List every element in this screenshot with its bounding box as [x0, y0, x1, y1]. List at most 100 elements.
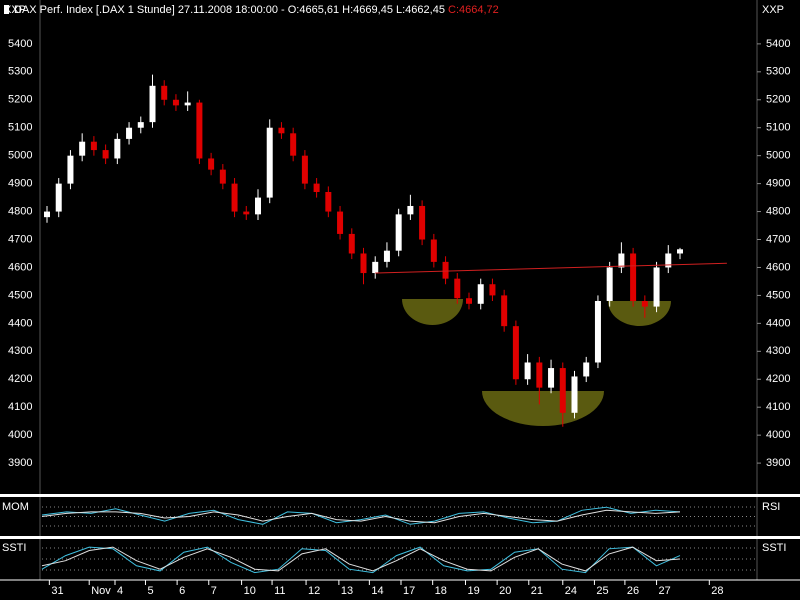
candle-body [102, 150, 109, 159]
x-tick-label: Nov [91, 585, 111, 597]
y-tick-label: 4200 [8, 373, 32, 385]
header-icon [4, 5, 9, 14]
indicator-line [41, 506, 681, 525]
y-tick-label: 4400 [8, 317, 32, 329]
x-tick-label: 20 [499, 585, 511, 597]
y-tick-label: 5200 [766, 94, 790, 106]
candle-body [489, 284, 496, 296]
x-tick-label: 14 [371, 585, 383, 597]
candle-body [559, 368, 566, 413]
y-tick-label: 4800 [8, 205, 32, 217]
x-tick-label: 5 [147, 585, 153, 597]
candle-body [301, 155, 308, 184]
candle-body [360, 253, 367, 274]
candle-body [44, 211, 50, 218]
y-tick-label: 5000 [8, 150, 32, 162]
candle-body [618, 253, 625, 268]
candle-body [477, 284, 484, 304]
x-tick-label: 10 [244, 585, 256, 597]
y-tick-label: 4200 [766, 373, 790, 385]
candle-body [407, 205, 414, 215]
y-tick-label: 5400 [8, 38, 32, 50]
pattern-bowl [608, 301, 671, 326]
candle-body [677, 249, 683, 254]
x-tick-label: 12 [308, 585, 320, 597]
x-tick-label: 21 [531, 585, 543, 597]
panel-separator [0, 494, 800, 497]
x-tick-label: 7 [211, 585, 217, 597]
candle-body [430, 239, 437, 262]
x-tick-label: 31 [51, 585, 63, 597]
indicator-label: RSI [762, 501, 780, 513]
candle-body [278, 127, 285, 134]
candle-body [79, 141, 86, 156]
y-tick-label: 5200 [8, 94, 32, 106]
x-tick-label: 13 [341, 585, 353, 597]
x-tick-label: 6 [179, 585, 185, 597]
y-tick-label: 5100 [8, 122, 32, 134]
indicator-label: MOM [2, 501, 29, 513]
y-tick-label: 4400 [766, 317, 790, 329]
chart-title: DAX Perf. Index [.DAX 1 Stunde] 27.11.20… [14, 4, 499, 16]
candle-body [548, 368, 555, 388]
trendline [375, 262, 727, 274]
close-label: C:4664,72 [448, 4, 499, 16]
candle-body [583, 362, 590, 377]
candle-body [466, 298, 472, 304]
y-tick-label: 4600 [766, 261, 790, 273]
candle-body [419, 205, 426, 240]
title-text: DAX Perf. Index [.DAX 1 Stunde] 27.11.20… [14, 4, 445, 16]
scale-label-right: XXP [762, 4, 784, 16]
candle-body [196, 102, 203, 159]
candle-body [149, 85, 156, 123]
candle-body [231, 183, 238, 212]
y-tick-label: 4000 [766, 429, 790, 441]
candle-body [348, 233, 355, 254]
y-tick-label: 3900 [766, 457, 790, 469]
candle-body [137, 122, 144, 128]
y-tick-label: 4300 [8, 345, 32, 357]
candle-body [630, 253, 637, 301]
candle-body [442, 261, 449, 279]
indicator-line [41, 546, 681, 574]
x-tick-label: 28 [711, 585, 723, 597]
y-tick-label: 5300 [766, 66, 790, 78]
y-tick-label: 4600 [8, 261, 32, 273]
candle-body [255, 197, 261, 215]
candle-body [372, 261, 379, 274]
candle-body [266, 127, 273, 198]
candle-body [395, 214, 402, 251]
y-tick-label: 4000 [8, 429, 32, 441]
y-tick-label: 4700 [766, 233, 790, 245]
candle-body [536, 362, 543, 388]
indicator-line [41, 509, 681, 524]
y-tick-label: 3900 [8, 457, 32, 469]
x-tick-label: 26 [627, 585, 639, 597]
candle-body [571, 376, 578, 413]
candle-body [90, 141, 97, 151]
x-tick-label: 25 [596, 585, 608, 597]
candle-body [172, 99, 179, 106]
panel-separator [0, 536, 800, 539]
candle-body [337, 211, 344, 234]
candle-body [126, 127, 133, 139]
y-tick-label: 4500 [766, 289, 790, 301]
candle-body [454, 278, 461, 299]
indicator-line [41, 546, 681, 572]
y-tick-label: 4800 [766, 205, 790, 217]
candle-body [501, 295, 508, 327]
y-tick-label: 4100 [8, 401, 32, 413]
candle-body [290, 133, 297, 156]
candle-body [383, 250, 390, 262]
candle-body [594, 300, 601, 363]
candle-body [641, 300, 648, 307]
y-tick-label: 5000 [766, 150, 790, 162]
y-tick-label: 4300 [766, 345, 790, 357]
candle-body [512, 326, 519, 380]
x-tick-label: 17 [403, 585, 415, 597]
candle-body [665, 253, 672, 268]
candle-body [184, 102, 191, 106]
y-tick-label: 5400 [766, 38, 790, 50]
candle-body [161, 85, 168, 100]
candle-body [114, 138, 121, 159]
